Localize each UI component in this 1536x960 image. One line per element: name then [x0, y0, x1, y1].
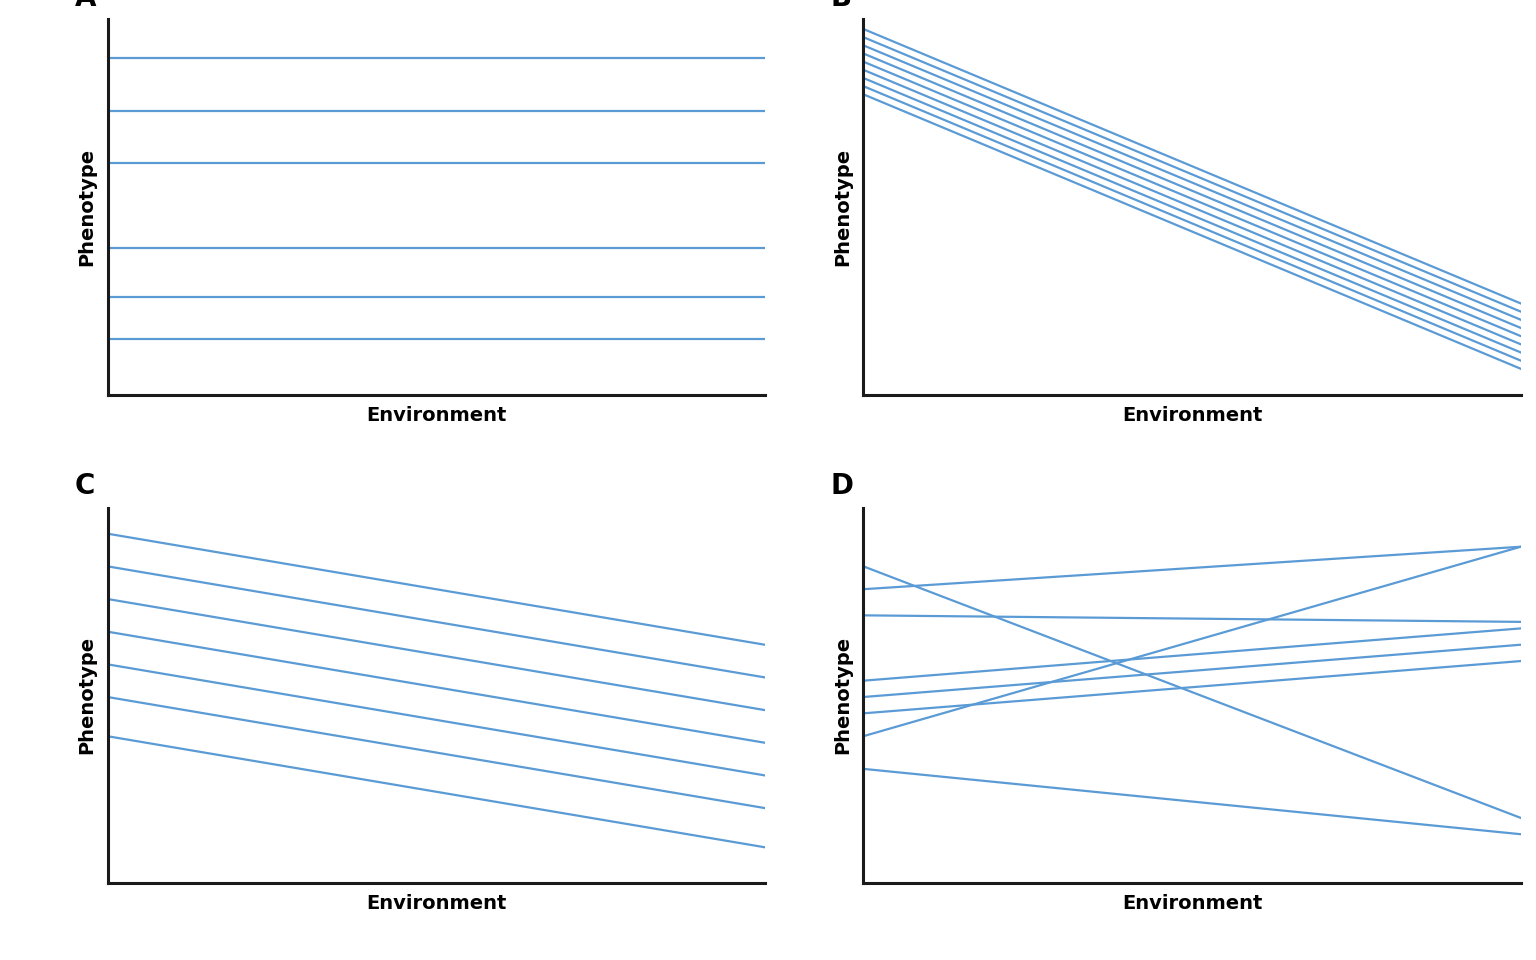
Y-axis label: Phenotype: Phenotype — [77, 148, 97, 266]
Text: C: C — [75, 472, 95, 500]
X-axis label: Environment: Environment — [366, 895, 507, 913]
X-axis label: Environment: Environment — [366, 406, 507, 425]
Text: D: D — [831, 472, 854, 500]
Y-axis label: Phenotype: Phenotype — [77, 636, 97, 755]
X-axis label: Environment: Environment — [1121, 895, 1263, 913]
Text: A: A — [75, 0, 97, 12]
Text: B: B — [831, 0, 851, 12]
X-axis label: Environment: Environment — [1121, 406, 1263, 425]
Y-axis label: Phenotype: Phenotype — [833, 148, 852, 266]
Y-axis label: Phenotype: Phenotype — [833, 636, 852, 755]
